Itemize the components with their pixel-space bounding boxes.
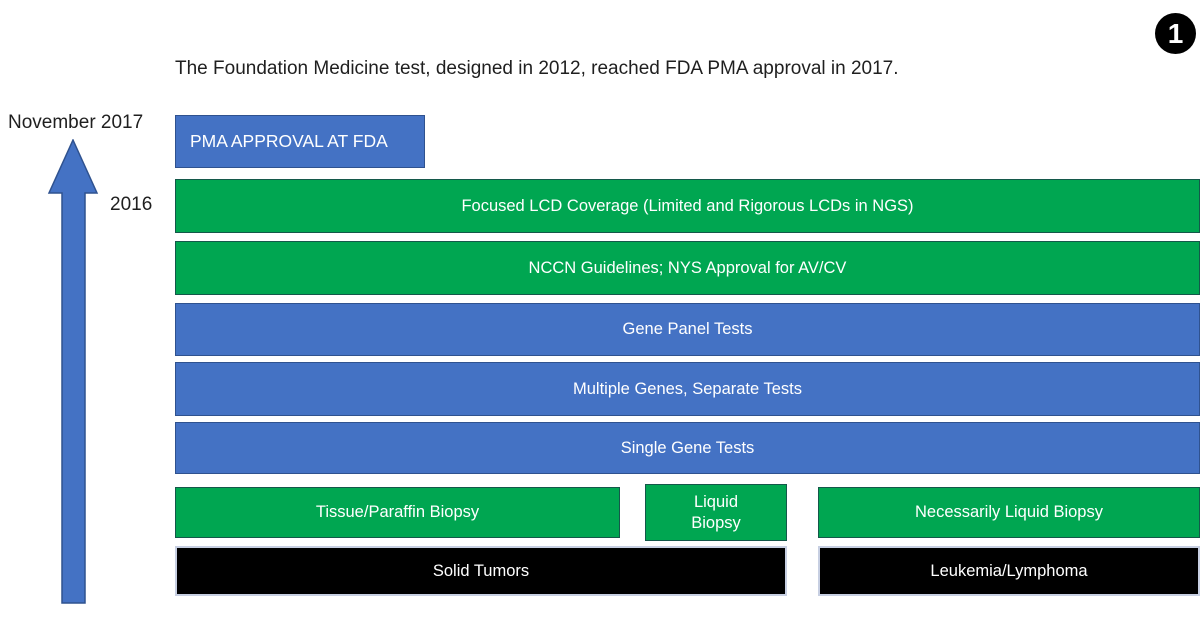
bar-label: Gene Panel Tests bbox=[622, 320, 753, 339]
bar-label: Tissue/Paraffin Biopsy bbox=[315, 503, 480, 522]
bar-label: Leukemia/Lymphoma bbox=[930, 561, 1088, 580]
bar-solid-tumors: Solid Tumors bbox=[175, 546, 787, 596]
bar-single-gene-tests: Single Gene Tests bbox=[175, 422, 1200, 474]
page-number-badge: 1 bbox=[1155, 13, 1196, 54]
timeline-label-november-2017: November 2017 bbox=[8, 112, 144, 133]
bar-focused-lcd-coverage: Focused LCD Coverage (Limited and Rigoro… bbox=[175, 179, 1200, 233]
bar-label: Necessarily Liquid Biopsy bbox=[914, 503, 1103, 522]
bar-gene-panel-tests: Gene Panel Tests bbox=[175, 303, 1200, 356]
timeline-up-arrow-icon bbox=[47, 139, 99, 604]
slide-title: The Foundation Medicine test, designed i… bbox=[175, 58, 899, 79]
bar-label: Single Gene Tests bbox=[620, 438, 755, 457]
timeline-label-2016: 2016 bbox=[110, 194, 153, 215]
bar-label: PMA APPROVAL AT FDA bbox=[190, 130, 388, 151]
bar-tissue-paraffin-biopsy: Tissue/Paraffin Biopsy bbox=[175, 487, 620, 538]
bar-leukemia-lymphoma: Leukemia/Lymphoma bbox=[818, 546, 1200, 596]
bar-nccn-guidelines: NCCN Guidelines; NYS Approval for AV/CV bbox=[175, 241, 1200, 295]
bar-label: Liquid Biopsy bbox=[691, 492, 741, 532]
bar-multiple-genes-separate-tests: Multiple Genes, Separate Tests bbox=[175, 362, 1200, 416]
bar-liquid-biopsy: Liquid Biopsy bbox=[645, 484, 787, 541]
bar-label: Solid Tumors bbox=[432, 561, 530, 580]
bar-label: Focused LCD Coverage (Limited and Rigoro… bbox=[461, 196, 914, 215]
bar-label: NCCN Guidelines; NYS Approval for AV/CV bbox=[528, 258, 847, 277]
bar-necessarily-liquid-biopsy: Necessarily Liquid Biopsy bbox=[818, 487, 1200, 538]
bar-pma-approval-at-fda: PMA APPROVAL AT FDA bbox=[175, 115, 425, 168]
bar-label: Multiple Genes, Separate Tests bbox=[573, 379, 802, 398]
